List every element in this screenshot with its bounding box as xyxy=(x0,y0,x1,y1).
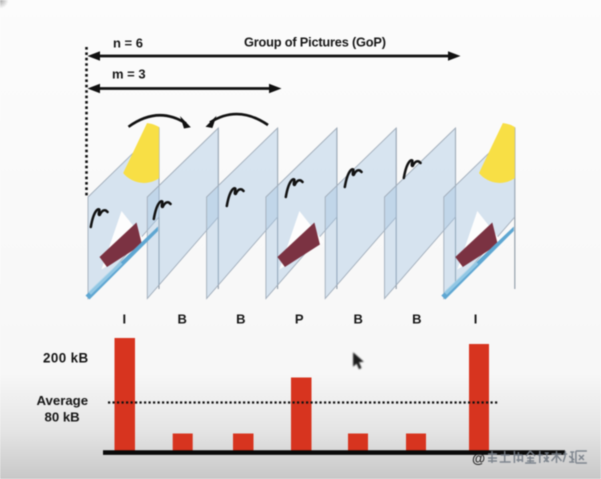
svg-text:B: B xyxy=(236,312,245,327)
svg-text:B: B xyxy=(412,312,421,327)
svg-text:I: I xyxy=(122,312,126,327)
svg-text:n = 6: n = 6 xyxy=(113,36,143,51)
svg-text:m = 3: m = 3 xyxy=(112,67,146,82)
svg-text:I: I xyxy=(474,312,478,327)
svg-text:B: B xyxy=(354,312,363,327)
svg-text:Group of Pictures (GoP): Group of Pictures (GoP) xyxy=(244,35,386,50)
svg-text:B: B xyxy=(178,312,187,327)
svg-text:@: @ xyxy=(472,451,485,466)
svg-text:200 kB: 200 kB xyxy=(43,351,89,366)
svg-text:P: P xyxy=(295,312,304,327)
svg-text:80 kB: 80 kB xyxy=(45,410,80,425)
svg-text:Average: Average xyxy=(37,393,89,408)
